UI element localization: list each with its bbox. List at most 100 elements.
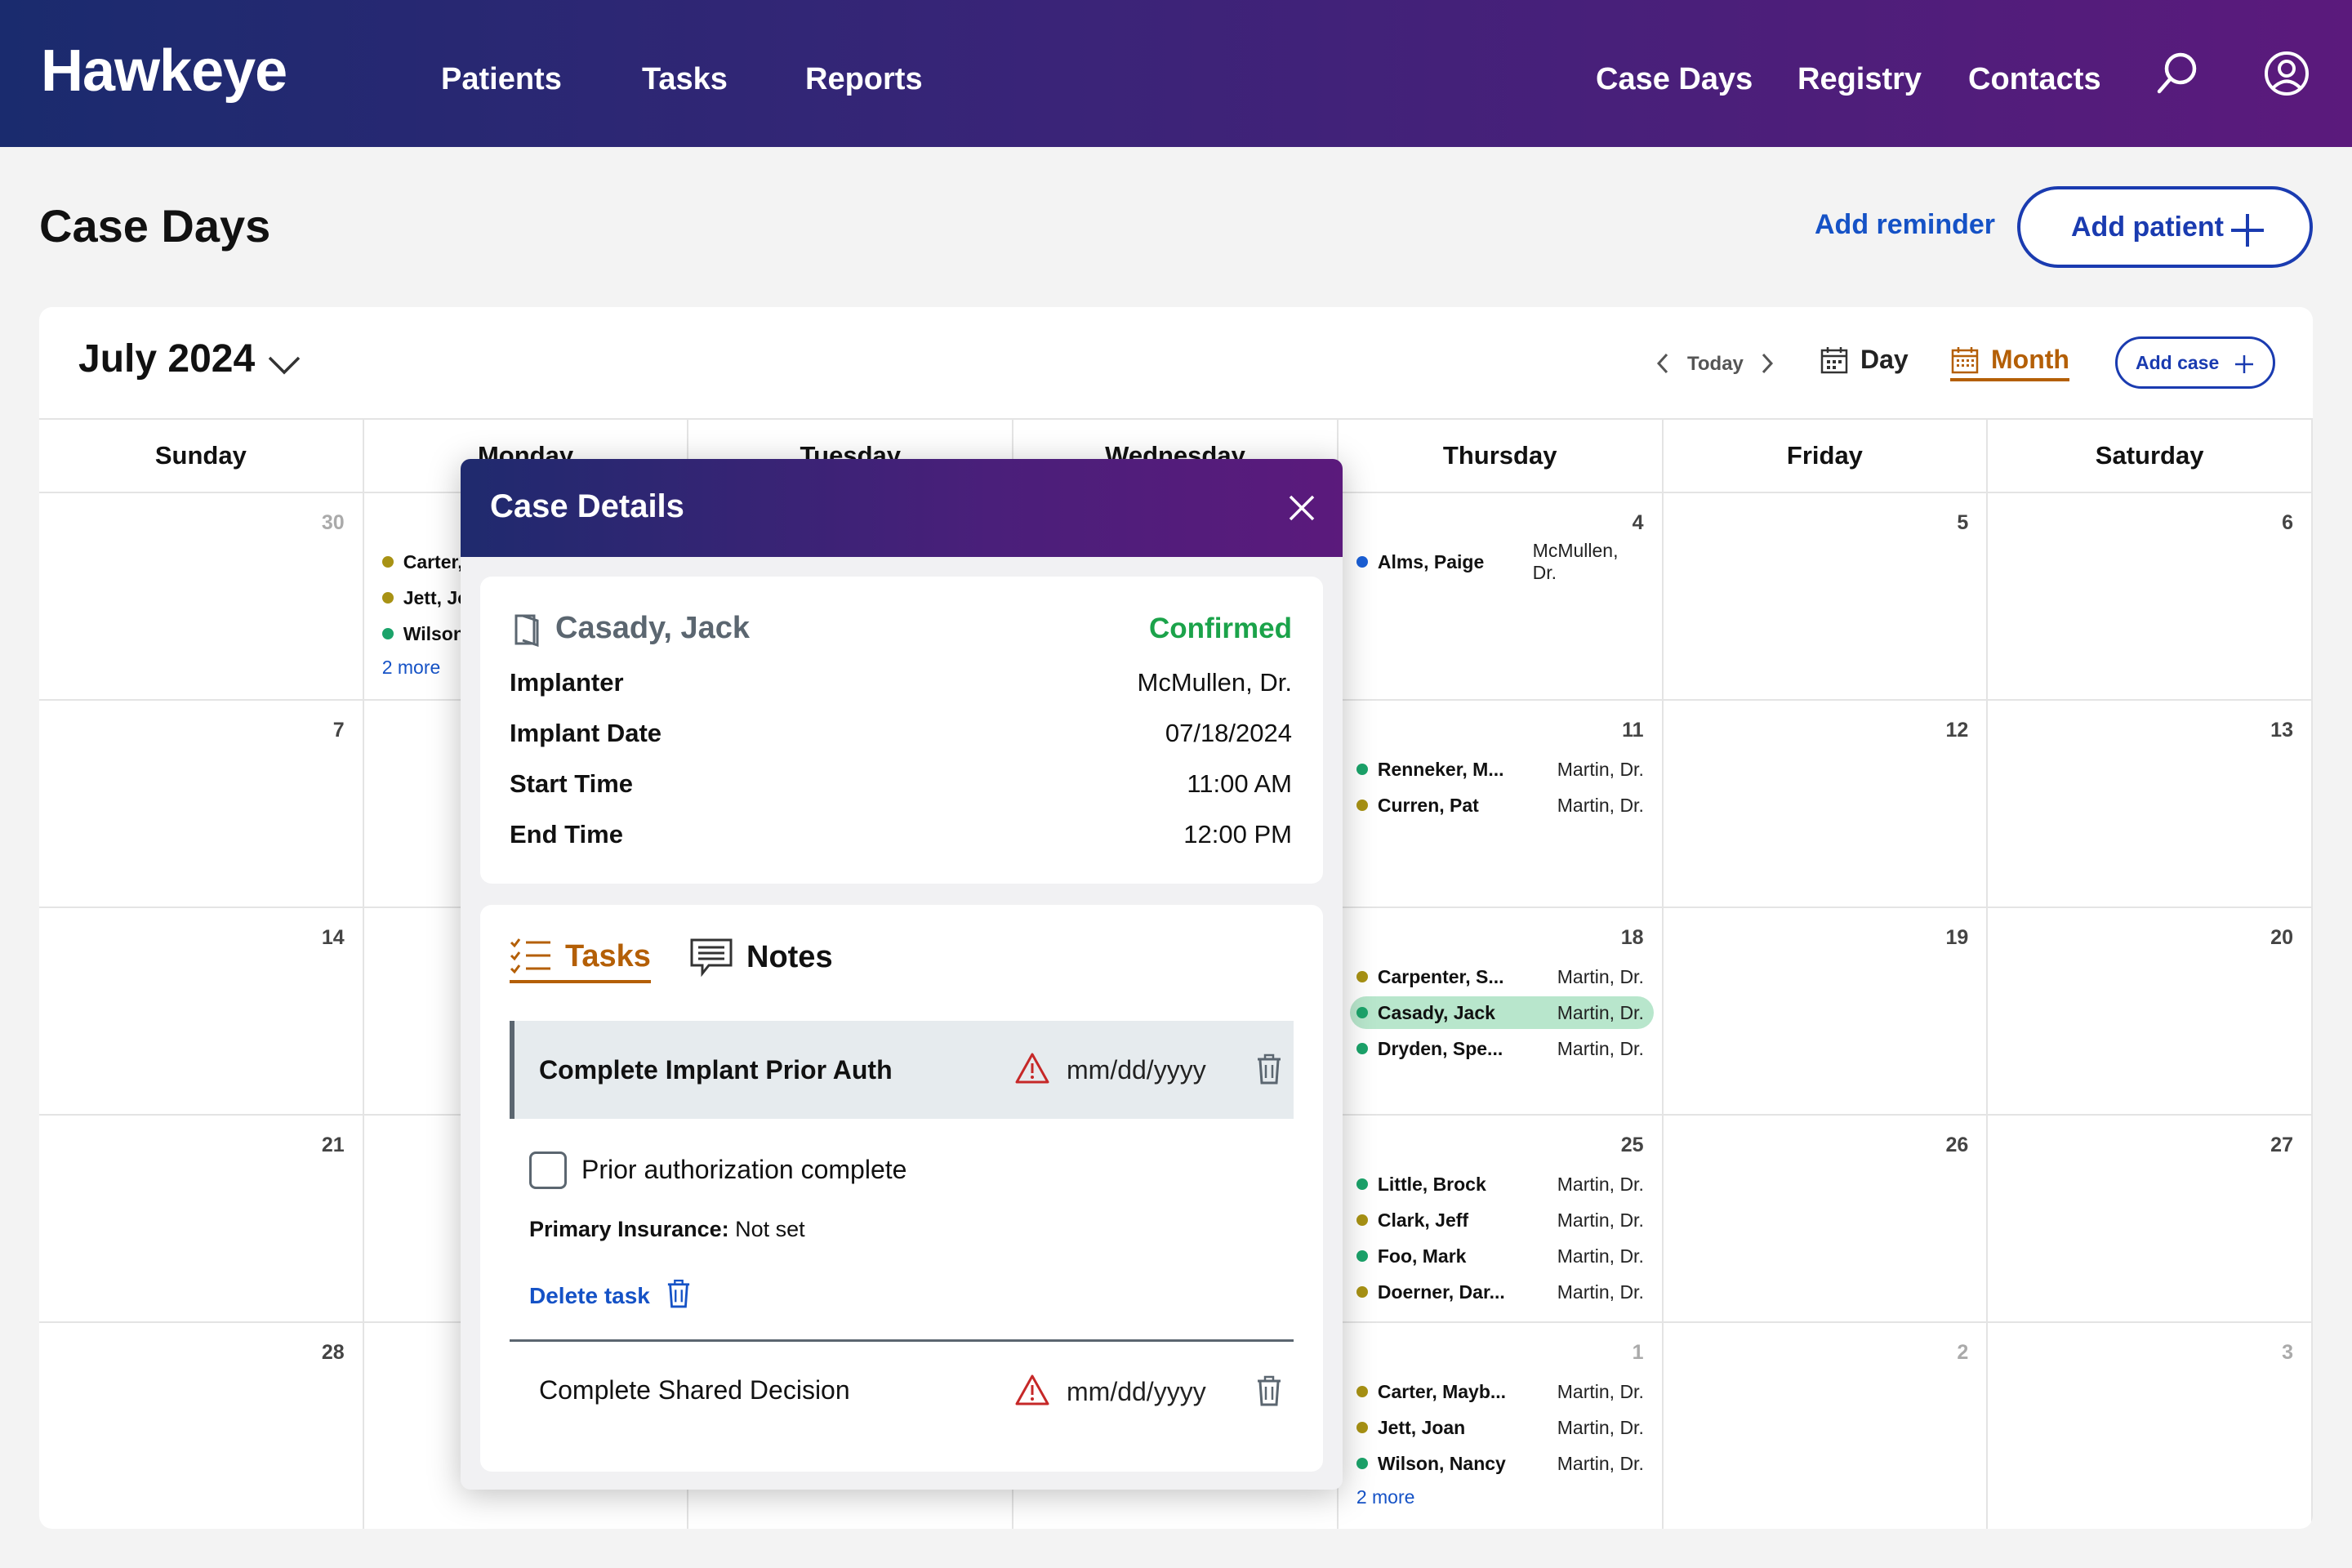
case-summary-panel: Casady, Jack Confirmed Implanter McMulle… — [480, 577, 1323, 884]
tab-tasks-label: Tasks — [565, 938, 651, 973]
calendar-day-cell[interactable]: 5 — [1663, 493, 1989, 701]
chevron-left-icon[interactable] — [1655, 351, 1671, 376]
tasks-notes-panel: Tasks Notes Complete Implant Prior Auth … — [480, 905, 1323, 1472]
case-event[interactable]: Carpenter, S... Martin, Dr. — [1350, 960, 1654, 993]
view-month-toggle[interactable]: Month — [1950, 345, 2069, 381]
task-due-date-input[interactable]: mm/dd/yyyy — [1067, 1377, 1206, 1406]
case-event-selected[interactable]: Casady, Jack Martin, Dr. — [1349, 996, 1654, 1029]
chevron-down-icon[interactable] — [266, 354, 302, 376]
case-event[interactable]: Doerner, Dar... Martin, Dr. — [1350, 1276, 1654, 1308]
calendar-day-cell[interactable]: 4 Alms, Paige McMullen, Dr. — [1338, 493, 1664, 701]
app-logo[interactable]: Hawkeye — [41, 38, 287, 104]
case-event[interactable]: Carter, Mayb... Martin, Dr. — [1350, 1375, 1654, 1408]
calendar-day-cell[interactable]: 26 — [1663, 1116, 1989, 1323]
calendar-day-cell[interactable]: 28 — [39, 1323, 364, 1529]
trash-icon — [667, 1279, 689, 1308]
task-item[interactable]: Complete Shared Decision — [539, 1375, 850, 1405]
task-item-expanded[interactable]: Complete Implant Prior Auth — [510, 1021, 1294, 1119]
event-patient-name: Dryden, Spe... — [1377, 1037, 1503, 1059]
trash-icon[interactable] — [1256, 1054, 1282, 1085]
event-doctor-name: Martin, Dr. — [1557, 1380, 1644, 1402]
status-badge: Confirmed — [1149, 612, 1292, 644]
calendar-day-cell[interactable]: 30 — [39, 493, 364, 701]
case-event[interactable]: Renneker, M... Martin, Dr. — [1350, 753, 1654, 786]
day-number: 2 — [1957, 1341, 1969, 1364]
prior-auth-checkbox[interactable] — [529, 1152, 567, 1189]
calendar-day-cell[interactable]: 21 — [39, 1116, 364, 1323]
day-number: 3 — [2282, 1341, 2293, 1364]
user-account-icon[interactable] — [2262, 49, 2311, 98]
case-event[interactable]: Wilson, Nancy Martin, Dr. — [1350, 1447, 1654, 1480]
tab-notes[interactable]: Notes — [689, 938, 833, 977]
view-day-label: Day — [1860, 345, 1909, 374]
month-label[interactable]: July 2024 — [78, 337, 256, 381]
case-event[interactable]: Dryden, Spe... Martin, Dr. — [1350, 1032, 1654, 1065]
add-case-button[interactable]: Add case — [2115, 336, 2275, 389]
detail-row-start-time: Start Time 11:00 AM — [510, 769, 1292, 802]
status-dot — [381, 592, 394, 604]
event-doctor-name: Martin, Dr. — [1557, 758, 1644, 780]
insurance-value: Not set — [735, 1217, 805, 1241]
event-patient-name: Clark, Jeff — [1377, 1209, 1469, 1231]
status-dot — [1356, 1250, 1368, 1262]
nav-contacts[interactable]: Contacts — [1968, 62, 2101, 96]
today-button[interactable]: Today — [1687, 353, 1744, 375]
nav-patients[interactable]: Patients — [441, 62, 562, 96]
task-due-date-input[interactable]: mm/dd/yyyy — [1067, 1055, 1206, 1085]
event-patient-name: Curren, Pat — [1377, 794, 1479, 816]
case-event[interactable]: Alms, Paige McMullen, Dr. — [1350, 540, 1654, 583]
calendar-day-cell[interactable]: 13 — [1988, 701, 2313, 908]
detail-value: 12:00 PM — [1183, 820, 1292, 849]
status-dot — [1356, 971, 1368, 982]
calendar-day-cell[interactable]: 18 Carpenter, S... Martin, Dr. Casady, Jack… — [1338, 908, 1664, 1116]
page-title: Case Days — [39, 200, 271, 252]
nav-case-days[interactable]: Case Days — [1596, 62, 1753, 96]
event-doctor-name: Martin, Dr. — [1557, 1416, 1644, 1438]
modal-header: Case Details — [461, 459, 1343, 557]
nav-reports[interactable]: Reports — [805, 62, 923, 96]
case-event[interactable]: Curren, Pat Martin, Dr. — [1350, 789, 1654, 822]
add-patient-button[interactable]: Add patient — [2017, 186, 2313, 268]
case-event[interactable]: Jett, Joan Martin, Dr. — [1350, 1411, 1654, 1444]
day-number: 1 — [1632, 1341, 1644, 1364]
calendar-day-cell[interactable]: 12 — [1663, 701, 1989, 908]
calendar-day-cell[interactable]: 19 — [1663, 908, 1989, 1116]
case-event[interactable]: Little, Brock Martin, Dr. — [1350, 1168, 1654, 1200]
calendar-day-cell[interactable]: 27 — [1988, 1116, 2313, 1323]
day-number: 14 — [321, 926, 345, 949]
calendar-day-cell[interactable]: 2 — [1664, 1323, 1989, 1529]
more-events-link[interactable]: 2 more — [381, 657, 441, 678]
trash-icon[interactable] — [1256, 1375, 1282, 1406]
calendar-day-cell[interactable]: 14 — [39, 908, 364, 1116]
patient-file-icon — [514, 614, 539, 647]
nav-registry[interactable]: Registry — [1797, 62, 1922, 96]
view-day-toggle[interactable]: Day — [1820, 345, 1909, 375]
view-month-label: Month — [1991, 345, 2069, 374]
search-icon[interactable] — [2153, 49, 2202, 98]
task-divider — [510, 1339, 1294, 1342]
detail-row-end-time: End Time 12:00 PM — [510, 820, 1292, 853]
close-icon[interactable] — [1285, 492, 1318, 524]
case-event[interactable]: Clark, Jeff Martin, Dr. — [1350, 1204, 1654, 1236]
calendar-day-cell[interactable]: 7 — [39, 701, 364, 908]
calendar-day-cell[interactable]: 3 — [1988, 1323, 2313, 1529]
day-number: 21 — [321, 1134, 345, 1156]
event-patient-name: Carpenter, S... — [1377, 965, 1504, 987]
calendar-day-cell[interactable]: 11 Renneker, M... Martin, Dr. Curren, Pat Ma… — [1338, 701, 1664, 908]
day-number: 4 — [1632, 511, 1644, 534]
chevron-right-icon[interactable] — [1759, 351, 1775, 376]
calendar-month-icon — [1951, 346, 1979, 373]
warning-icon — [1015, 1053, 1049, 1084]
add-reminder-link[interactable]: Add reminder — [1815, 209, 1996, 240]
nav-tasks[interactable]: Tasks — [642, 62, 728, 96]
calendar-day-cell[interactable]: 20 — [1988, 908, 2313, 1116]
calendar-day-cell[interactable]: 6 — [1988, 493, 2313, 701]
delete-task-link[interactable]: Delete task — [529, 1279, 691, 1309]
tab-tasks[interactable]: Tasks — [510, 938, 651, 983]
calendar-day-cell[interactable]: 1 Carter, Mayb... Martin, Dr. Jett, Joan Mar… — [1339, 1323, 1664, 1529]
event-patient-name: Wilson, Nancy — [1377, 1452, 1506, 1474]
calendar-day-cell[interactable]: 25 Little, Brock Martin, Dr. Clark, Jeff Mar… — [1338, 1116, 1664, 1323]
more-events-link[interactable]: 2 more — [1356, 1486, 1415, 1508]
status-dot — [1356, 1422, 1368, 1433]
case-event[interactable]: Foo, Mark Martin, Dr. — [1350, 1240, 1654, 1272]
